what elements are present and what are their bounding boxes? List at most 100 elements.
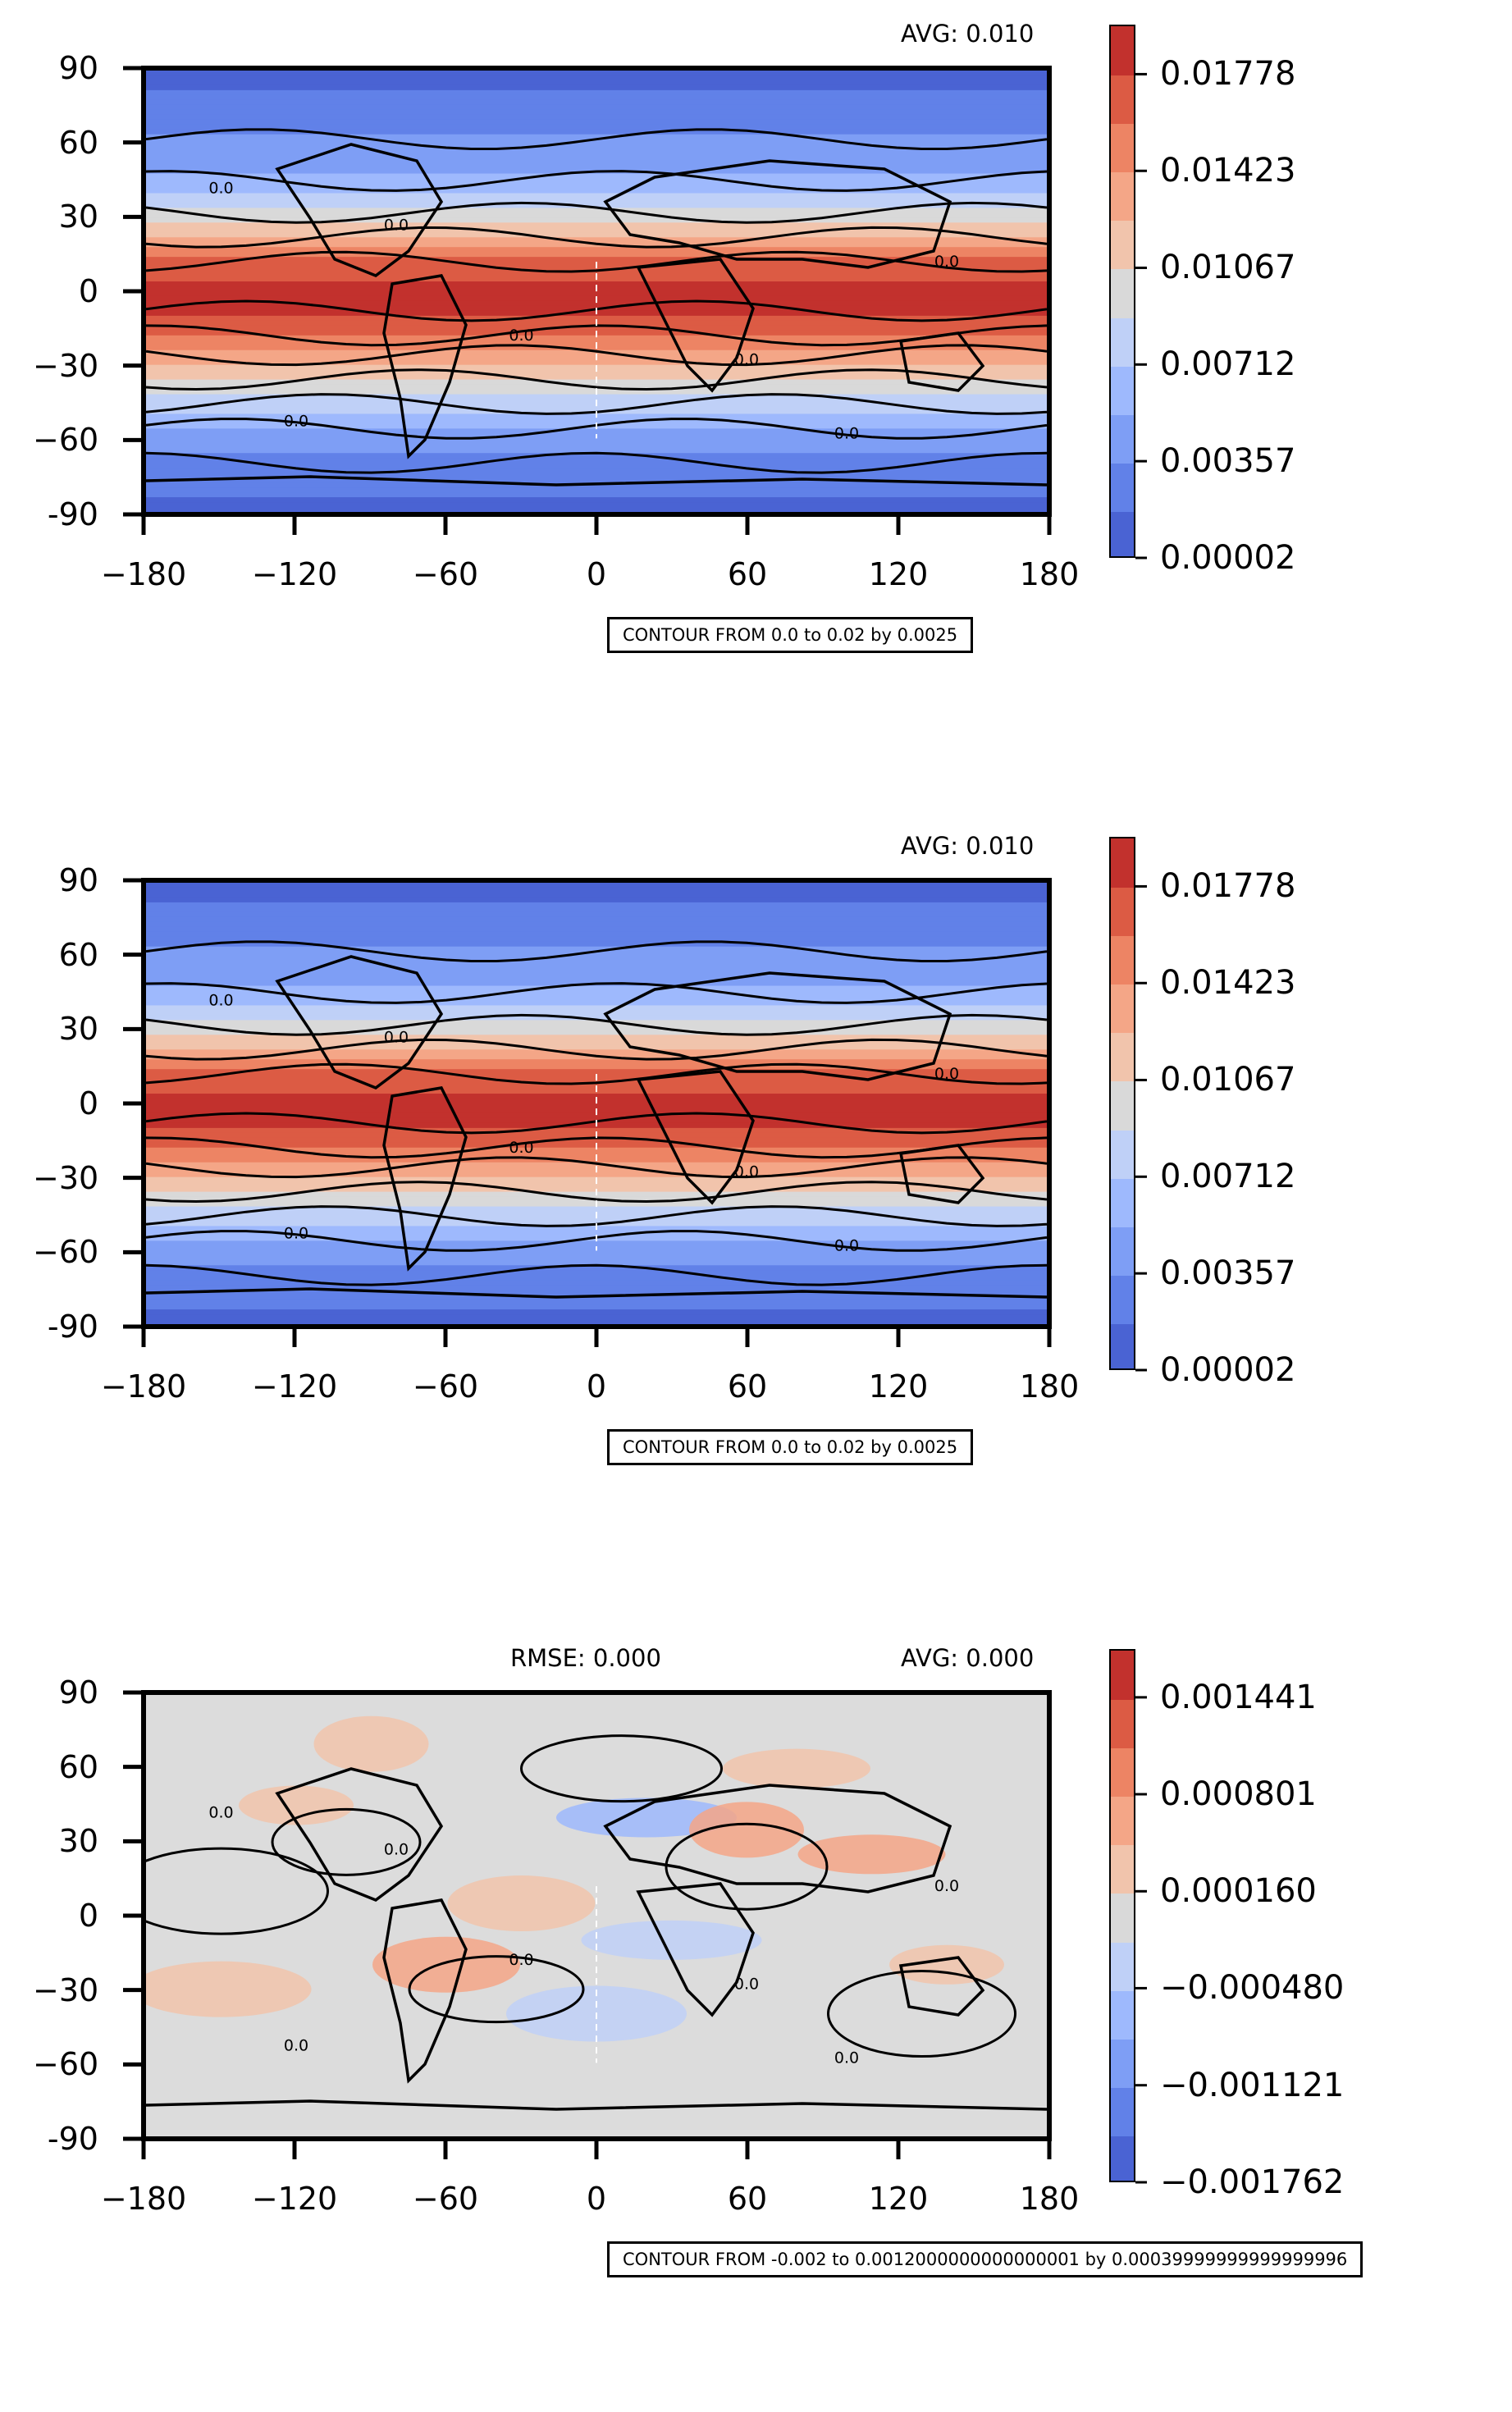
colorbar-segment [1111,220,1134,270]
colorbar-tick-label: 0.00712 [1160,345,1296,384]
field-band [146,1290,1047,1296]
field-band [146,144,1047,150]
field-band [146,985,1047,992]
field-band [146,212,1047,219]
field-band [146,492,1047,499]
field-band [146,448,1047,455]
anomaly-patch [239,1785,354,1825]
colorbar-tick-label: 0.000160 [1160,1872,1317,1911]
field-band [146,1300,1047,1306]
x-tick-label: −60 [412,1368,479,1405]
colorbar [1109,1649,1135,2182]
contour-label: 0.0 [208,991,233,1009]
contour-line [146,1263,1047,1286]
y-tick-label: −60 [33,422,99,459]
x-tick-label: 0 [586,2181,607,2217]
colorbar [1109,25,1135,558]
field-band [146,315,1047,322]
field-band [146,158,1047,165]
map-plot-area: 0.0 0.0 0.0 0.0 0.0 0.0 0.0 [141,1690,1052,2141]
field-band [146,897,1047,903]
contour-line [146,368,1047,391]
field-band [146,198,1047,204]
field-band [146,404,1047,410]
colorbar-segment [1111,1989,1134,2040]
anomaly-patch [581,1920,762,1960]
y-tick-label: 90 [58,50,98,86]
field-band [146,1094,1047,1100]
y-tick-label: 60 [58,1748,98,1785]
field-band [146,129,1047,135]
map-plot-area: 0.0 0.0 0.0 0.0 0.0 0.0 0.0 [141,878,1052,1329]
field-band [146,995,1047,1002]
field-band [146,173,1047,180]
colorbar-tick-label: 0.001441 [1160,1678,1317,1716]
contour-line [271,1807,422,1876]
x-tick-label: 180 [1019,556,1080,592]
contour-label: 0.0 [934,1065,959,1083]
field-band [146,104,1047,111]
x-tick-label: −120 [251,2181,338,2217]
contour-line [146,940,1047,962]
field-band [146,109,1047,116]
colorbar-segment [1111,1274,1134,1324]
colorbar-segment [1111,365,1134,415]
field-band [146,916,1047,923]
field-band [146,139,1047,145]
field-band [146,291,1047,297]
colorbar [1109,837,1135,1370]
colorbar-segment [1111,935,1134,985]
contour-label: 0.0 [284,1224,308,1242]
contour-info-box: CONTOUR FROM 0.0 to 0.02 by 0.0025 [607,617,974,653]
coastline [382,274,468,459]
x-tick-label: 120 [868,556,929,592]
colorbar-segment [1111,268,1134,318]
map-panel-2: 0.0 0.0 0.0 0.0 0.0 0.0 0.0 90 60 30 0 −30 −60 -90 −18… [0,812,1512,1600]
field-band [146,936,1047,943]
field-band [146,1172,1047,1178]
field-band [146,463,1047,469]
coastline [146,2099,1047,2111]
field-band [146,911,1047,918]
y-tick-label: −60 [33,1234,99,1271]
field-band [146,1304,1047,1311]
x-tick-label: 60 [727,2181,768,2217]
anomaly-patch [372,1936,520,1993]
field-band [146,418,1047,425]
map-field: 0.0 0.0 0.0 0.0 0.0 0.0 0.0 [146,71,1047,512]
coastline [603,1784,952,1894]
contour-line [146,1847,329,1935]
field-band [146,487,1047,494]
colorbar-segment [1111,1129,1134,1179]
field-band [146,242,1047,249]
field-band [146,1127,1047,1134]
contour-line [146,128,1047,150]
field-band [146,1035,1047,1041]
x-tick-label: 180 [1019,1368,1080,1405]
coastline [898,1956,985,2017]
colorbar-tick-label: 0.01067 [1160,249,1296,287]
colorbar-tick-label: 0.000801 [1160,1775,1317,1813]
x-tick-label: −180 [100,2181,187,2217]
colorbar-segment [1111,510,1134,556]
colorbar-tick-label: 0.00357 [1160,1254,1296,1293]
field-band [146,1049,1047,1056]
field-band [146,1162,1047,1168]
coastline [146,1287,1047,1299]
colorbar-segment [1111,1893,1134,1943]
field-band [146,1044,1047,1051]
y-tick-label: 30 [58,1823,98,1860]
coastline [146,475,1047,487]
contour-label: 0.0 [208,179,233,197]
colorbar-tick-label: 0.00712 [1160,1158,1296,1196]
colorbar-segment [1111,887,1134,937]
field-band [146,1030,1047,1036]
x-tick-label: 0 [586,556,607,592]
field-band [146,183,1047,190]
field-band [146,1059,1047,1066]
colorbar-segment [1111,838,1134,889]
contour-line [146,1181,1047,1204]
colorbar-segment [1111,1796,1134,1846]
field-band [146,134,1047,140]
contour-line [408,1955,585,2024]
